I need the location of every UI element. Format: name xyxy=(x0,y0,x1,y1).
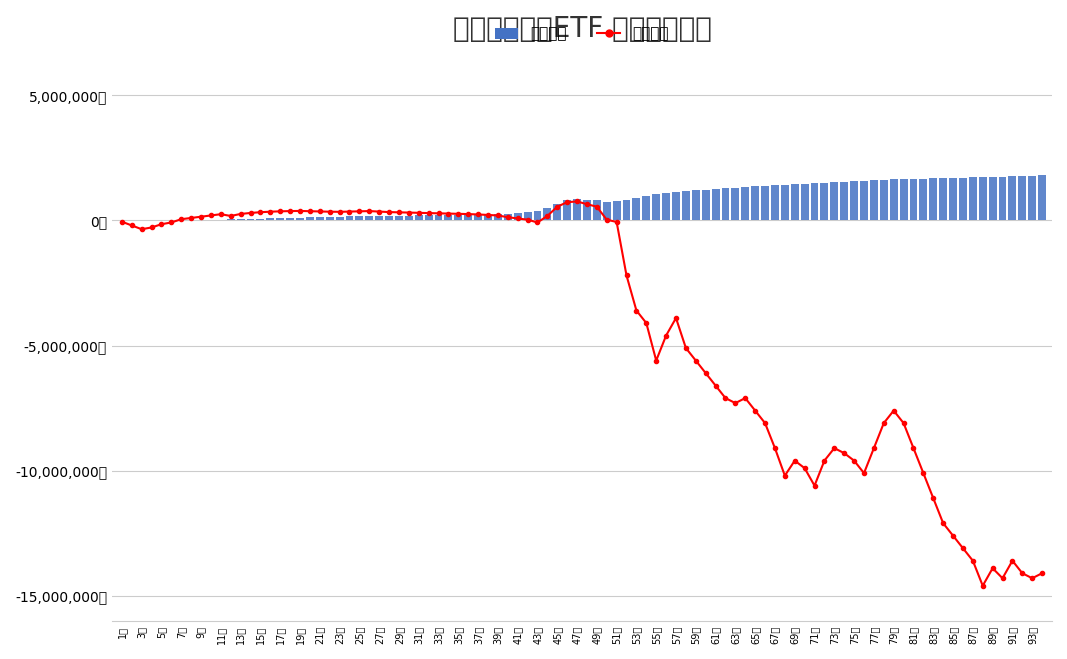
Bar xyxy=(376,216,383,221)
Bar xyxy=(939,178,947,221)
Bar xyxy=(445,215,452,221)
Bar xyxy=(969,177,976,221)
Bar xyxy=(484,215,492,221)
Bar xyxy=(554,204,561,221)
Bar xyxy=(286,218,294,221)
Bar xyxy=(316,217,323,221)
Bar xyxy=(712,189,719,221)
Bar xyxy=(385,216,393,221)
Bar xyxy=(296,217,304,221)
Bar xyxy=(355,216,364,221)
Bar xyxy=(959,178,967,221)
Bar xyxy=(524,212,531,221)
Bar xyxy=(633,198,640,221)
Bar xyxy=(691,190,700,221)
Bar xyxy=(682,191,690,221)
Bar xyxy=(978,177,987,221)
Bar xyxy=(800,184,809,221)
Bar xyxy=(899,179,908,221)
Bar xyxy=(1038,175,1046,221)
Bar xyxy=(256,219,265,221)
Bar xyxy=(336,217,344,221)
Bar xyxy=(949,178,957,221)
Title: トライオートETF 週別運用実績: トライオートETF 週別運用実績 xyxy=(452,15,712,43)
Bar xyxy=(890,179,897,221)
Bar xyxy=(395,215,403,221)
Bar xyxy=(306,217,314,221)
Bar xyxy=(860,181,867,221)
Bar xyxy=(612,201,621,221)
Bar xyxy=(227,219,235,221)
Bar xyxy=(464,215,473,221)
Bar xyxy=(346,216,353,221)
Bar xyxy=(811,183,818,221)
Bar xyxy=(920,179,927,221)
Bar xyxy=(761,186,769,221)
Bar xyxy=(1008,177,1017,221)
Bar xyxy=(781,185,789,221)
Bar xyxy=(791,185,799,221)
Bar xyxy=(840,182,848,221)
Bar xyxy=(663,193,670,221)
Bar xyxy=(573,199,582,221)
Bar xyxy=(999,177,1006,221)
Bar xyxy=(267,218,274,221)
Bar xyxy=(652,194,660,221)
Bar xyxy=(593,200,601,221)
Bar xyxy=(434,215,443,221)
Bar xyxy=(622,200,631,221)
Bar xyxy=(1018,176,1026,221)
Bar xyxy=(672,192,680,221)
Bar xyxy=(504,214,512,221)
Bar xyxy=(494,214,501,221)
Bar xyxy=(721,188,730,221)
Bar xyxy=(365,216,373,221)
Bar xyxy=(543,208,552,221)
Bar xyxy=(850,181,858,221)
Bar xyxy=(742,187,749,221)
Bar xyxy=(563,200,571,221)
Bar xyxy=(455,215,462,221)
Bar xyxy=(513,214,522,221)
Bar xyxy=(583,200,591,221)
Bar xyxy=(325,217,334,221)
Bar xyxy=(929,179,937,221)
Bar xyxy=(404,215,413,221)
Bar xyxy=(603,202,610,221)
Bar xyxy=(425,215,432,221)
Bar xyxy=(217,219,225,221)
Bar xyxy=(534,211,541,221)
Bar xyxy=(909,179,918,221)
Bar xyxy=(642,196,650,221)
Bar xyxy=(771,185,779,221)
Bar xyxy=(870,181,878,221)
Bar xyxy=(830,183,839,221)
Bar xyxy=(751,186,759,221)
Bar xyxy=(989,177,997,221)
Bar xyxy=(246,219,254,221)
Bar xyxy=(731,188,739,221)
Legend: 実現損益, 評価損益: 実現損益, 評価損益 xyxy=(489,20,675,47)
Bar xyxy=(415,215,423,221)
Bar xyxy=(1029,176,1036,221)
Bar xyxy=(276,218,284,221)
Bar xyxy=(237,219,244,221)
Bar xyxy=(880,180,888,221)
Bar xyxy=(821,183,828,221)
Bar xyxy=(474,215,482,221)
Bar xyxy=(702,190,710,221)
